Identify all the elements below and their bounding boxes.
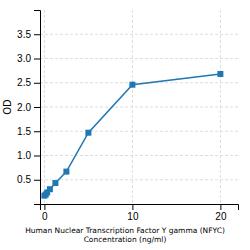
grid-line [40,155,238,156]
axis-line [34,11,41,205]
tick-label: 10 [127,211,139,222]
tick-label: 2.0 [17,102,31,113]
grid-line [40,34,238,35]
tick-mark [34,34,40,35]
tick: 2.5 [17,77,40,88]
tick: 0 [42,204,48,222]
axis-line [41,205,239,211]
tick: 1.5 [17,126,40,137]
point [47,186,53,192]
point [85,130,91,136]
point [63,169,69,175]
line [44,74,220,196]
tick-label: 0 [42,211,48,222]
tick-label: 2.5 [17,77,31,88]
grid-line [40,131,238,132]
x-axis-title: Human Nuclear Transcription Factor Y gam… [25,226,225,244]
grid-line [40,179,238,180]
chart: 0 10 20 0.5 1.0 1.5 2.0 2.5 3.0 3.5 Human Nuclear … [0,0,250,250]
tick-mark [34,107,40,108]
x-axis: 0 10 20 [41,204,239,222]
y-axis: 0.5 1.0 1.5 2.0 2.5 3.0 3.5 [17,11,40,205]
tick-mark [34,83,40,84]
tick: 0.5 [17,174,40,185]
tick-mark [34,156,40,157]
point [217,71,223,77]
point [129,82,135,88]
tick-mark [44,204,45,210]
tick-mark [220,204,221,210]
point [52,180,58,186]
grid-line [40,107,238,108]
plot: 0 10 20 0.5 1.0 1.5 2.0 2.5 3.0 3.5 [17,10,238,222]
grid-line [40,58,238,59]
tick: 1.0 [17,150,40,161]
tick-mark [34,59,40,60]
tick: 10 [127,204,139,222]
grid [40,10,238,204]
tick: 2.0 [17,102,40,113]
marks [41,71,223,199]
tick-label: 0.5 [17,174,31,185]
tick: 3.5 [17,29,40,40]
tick-label: 20 [215,211,227,222]
tick-label: 1.0 [17,150,31,161]
tick-mark [132,204,133,210]
tick-label: 3.0 [17,53,31,64]
tick: 3.0 [17,53,40,64]
grid-line [40,82,238,83]
y-axis-title: OD [2,99,13,115]
tick-label: 1.5 [17,126,31,137]
tick: 20 [215,204,227,222]
tick-mark [34,180,40,181]
grid-line [44,10,45,204]
tick-label: 3.5 [17,29,31,40]
tick-mark [34,131,40,132]
